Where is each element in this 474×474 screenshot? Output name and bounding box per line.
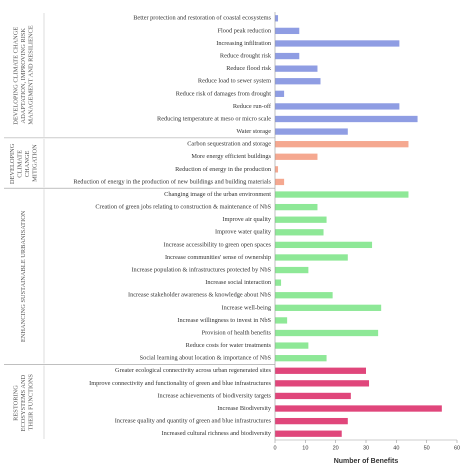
bar bbox=[275, 254, 348, 261]
category-label: Reduction of energy in the production of… bbox=[73, 178, 271, 185]
group-label: RESTORING ECOSYSTEMS AND THEIR FUNCTIONS bbox=[13, 373, 35, 431]
bar bbox=[275, 128, 348, 135]
bar bbox=[275, 266, 309, 274]
group-label: DEVELOPING CLIMATE CHANGE ADAPTATION, IM… bbox=[13, 25, 35, 125]
category-label: Better protection and restoration of coa… bbox=[133, 15, 271, 22]
bar bbox=[275, 65, 318, 72]
bar bbox=[275, 430, 342, 437]
category-label: Increase social interaction bbox=[205, 279, 272, 286]
category-label: Water storage bbox=[236, 128, 271, 135]
bar bbox=[275, 141, 409, 148]
bar bbox=[275, 292, 333, 299]
category-label: Increase accessibility to green open spa… bbox=[163, 241, 271, 248]
category-label: Creation of green jobs relating to const… bbox=[95, 204, 271, 211]
bar bbox=[275, 203, 318, 211]
bar bbox=[275, 229, 324, 236]
bar bbox=[275, 329, 379, 337]
bar bbox=[275, 27, 300, 35]
category-label: Increase quality and quantity of green a… bbox=[115, 418, 272, 425]
bar bbox=[275, 15, 279, 22]
category-label: Provision of health benefits bbox=[202, 329, 272, 336]
bar bbox=[275, 178, 285, 186]
bar bbox=[275, 103, 400, 110]
bar bbox=[275, 342, 309, 349]
bar bbox=[275, 52, 300, 60]
group-label: ENHANCING SUSTAINABLE URBANISATION bbox=[20, 210, 27, 342]
x-tick-label: 60 bbox=[454, 445, 460, 451]
category-label: Greater ecological connectivity across u… bbox=[115, 367, 271, 374]
bar bbox=[275, 40, 400, 47]
bar bbox=[275, 417, 348, 425]
bar bbox=[275, 241, 373, 249]
category-label: Reduction of energy in the production bbox=[175, 166, 272, 173]
bar bbox=[275, 216, 327, 223]
category-label: Reduce flood risk bbox=[226, 65, 272, 72]
bar bbox=[275, 317, 288, 324]
bar bbox=[275, 304, 382, 311]
category-label: Reducing temperature at meso or micro sc… bbox=[157, 115, 271, 122]
x-tick-label: 0 bbox=[273, 445, 276, 451]
category-label: Increase willingness to invest in NbS bbox=[177, 317, 271, 324]
category-label: Reduce load to sewer system bbox=[198, 78, 271, 85]
category-label: More energy efficient buildings bbox=[191, 153, 271, 160]
bar bbox=[275, 115, 418, 123]
bar bbox=[275, 380, 370, 387]
x-tick-label: 30 bbox=[363, 445, 369, 451]
x-tick-label: 40 bbox=[393, 445, 399, 451]
category-label: Reduce run-off bbox=[233, 103, 272, 110]
category-label: Improve water quality bbox=[215, 229, 272, 236]
bar bbox=[275, 191, 409, 198]
category-label: Improve air quality bbox=[222, 216, 271, 223]
category-label: Increase Biodiversity bbox=[217, 405, 272, 412]
category-label: Changing image of the urban environment bbox=[164, 191, 271, 198]
category-label: Increase achievements of biodiversity ta… bbox=[157, 392, 271, 399]
bar bbox=[275, 405, 442, 412]
x-tick-label: 50 bbox=[424, 445, 430, 451]
category-label: Flood peak reduction bbox=[217, 27, 271, 34]
bar bbox=[275, 166, 279, 173]
bar bbox=[275, 367, 366, 374]
category-label: Increase well-being bbox=[222, 304, 272, 311]
bar bbox=[275, 78, 321, 85]
category-label: Increase communities' sense of ownership bbox=[165, 254, 271, 261]
category-label: Increasing infiltration bbox=[216, 40, 272, 47]
bar bbox=[275, 392, 351, 400]
category-label: Carbon sequestration and storage bbox=[187, 141, 271, 148]
x-tick-label: 20 bbox=[333, 445, 339, 451]
x-tick-label: 10 bbox=[302, 445, 308, 451]
category-label: Improve connectivity and functionality o… bbox=[89, 380, 271, 387]
category-label: Social learning about location & importa… bbox=[140, 355, 272, 362]
category-label: Increase stakeholder awareness & knowled… bbox=[128, 292, 272, 299]
bar bbox=[275, 153, 318, 160]
bar bbox=[275, 279, 282, 286]
bar bbox=[275, 355, 327, 362]
category-label: Reduce drought risk bbox=[220, 53, 272, 60]
x-axis-label: Number of Benefits bbox=[334, 458, 399, 465]
bar bbox=[275, 90, 285, 97]
category-label: Increase population & infrastructures pr… bbox=[131, 267, 271, 274]
category-label: Reduce costs for water treatments bbox=[186, 342, 272, 349]
category-label: Increased cultural richness and biodiver… bbox=[162, 430, 272, 437]
category-label: Reduce risk of damages from drought bbox=[176, 90, 272, 97]
group-label: DEVELOPING CLIMATE CHANGE MITIGATION bbox=[9, 142, 39, 184]
